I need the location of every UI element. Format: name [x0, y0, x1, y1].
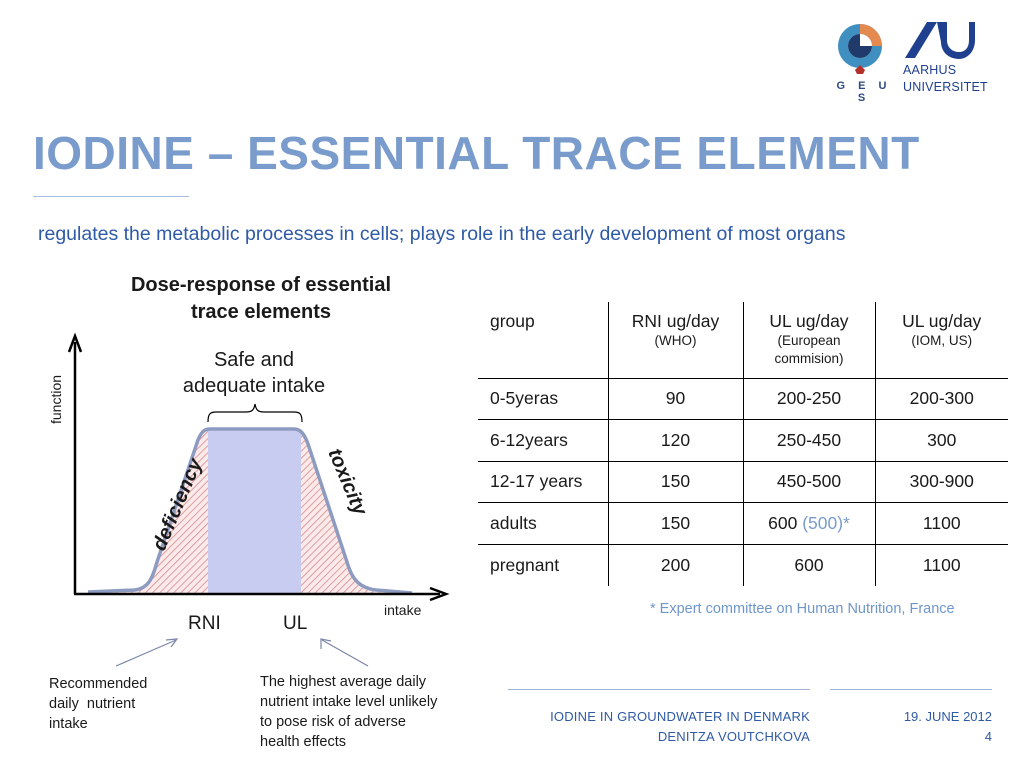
footer-title: IODINE IN GROUNDWATER IN DENMARK [550, 709, 810, 724]
rni-note-arrow [115, 639, 177, 667]
y-axis-label: function [48, 374, 64, 424]
x-axis-label: intake [384, 602, 422, 618]
table-footnote: * Expert committee on Human Nutrition, F… [650, 601, 955, 617]
ul-definition-line2: nutrient intake level unlikely [260, 694, 438, 710]
header-group: group [490, 311, 535, 331]
x-axis-arrow [429, 586, 450, 602]
ul-definition-line1: The highest average daily [260, 674, 427, 690]
geus-logo [832, 18, 896, 98]
table-row: 6-12years 120 250-450 300 [478, 419, 1008, 461]
ul-eu-adults-cell: 600 (500)* [742, 502, 875, 544]
dose-response-chart: Safe and adequate intake deficiency toxi… [67, 332, 450, 602]
university-name: AARHUS UNIVERSITET [903, 62, 988, 96]
table-row: 12-17 years 150 450-500 300-900 [478, 461, 1008, 503]
university-name-line1: AARHUS [903, 63, 957, 77]
header-ul-us: UL ug/day (IOM, US) [874, 302, 1008, 378]
header-rni: RNI ug/day (WHO) [607, 302, 743, 378]
footer-date: 19. JUNE 2012 [903, 709, 992, 724]
safe-intake-region [208, 429, 301, 593]
title-underline [33, 196, 189, 197]
rni-definition-line1: Recommended [49, 676, 148, 692]
ul-note-arrow [321, 639, 369, 667]
au-logo [903, 18, 975, 60]
rni-marker-label: RNI [188, 613, 221, 634]
table-row: 0-5yeras 90 200-250 200-300 [478, 378, 1008, 420]
page-number: 4 [984, 729, 992, 744]
footer-author: DENITZA VOUTCHKOVA [657, 729, 810, 744]
chart-title-line1: Dose-response of essential [130, 274, 392, 296]
response-curve [87, 427, 413, 595]
footer-divider-left [508, 689, 810, 690]
safe-intake-bracket [207, 403, 303, 423]
y-axis-arrow [67, 332, 83, 353]
ul-definition: The highest average daily nutrient intak… [260, 672, 485, 752]
intake-table: group RNI ug/day (WHO) UL ug/day (European… [478, 302, 1008, 586]
rni-definition: Recommended daily nutrient intake [49, 674, 189, 734]
geus-wordmark: G E U S [836, 80, 892, 104]
iodine-intake-table: group RNI ug/day (WHO) UL ug/day (European… [478, 302, 1008, 586]
university-name-line2: UNIVERSITET [903, 80, 988, 94]
footer-date-page: 19. JUNE 2012 4 [830, 707, 992, 747]
chart-title-line2: trace elements [190, 301, 332, 323]
rni-definition-line2: daily nutrient [49, 696, 136, 712]
table-header-row: group RNI ug/day (WHO) UL ug/day (European… [478, 302, 1008, 378]
safe-intake-label-line1: Safe and [214, 349, 294, 371]
safe-intake-label-line2: adequate intake [183, 375, 325, 397]
rni-definition-line3: intake [49, 716, 88, 732]
table-row: pregnant 200 600 1100 [478, 544, 1008, 586]
chart-title: Dose-response of essential trace element… [95, 272, 427, 326]
ul-definition-line3: to pose risk of adverse [260, 714, 406, 730]
slide-subtitle: regulates the metabolic processes in cel… [38, 223, 846, 245]
slide-title: IODINE – ESSENTIAL TRACE ELEMENT [33, 127, 920, 179]
ul-definition-line4: health effects [260, 734, 346, 750]
table-row: adults 150 600 (500)* 1100 [478, 502, 1008, 544]
footer-divider-right [830, 689, 992, 690]
header-ul-eu: UL ug/day (European commision) [742, 302, 875, 378]
note-arrows [115, 638, 369, 667]
france-value: (500)* [802, 512, 850, 533]
ul-marker-label: UL [283, 613, 308, 634]
footer-presentation-info: IODINE IN GROUNDWATER IN DENMARK DENITZA… [508, 707, 810, 747]
